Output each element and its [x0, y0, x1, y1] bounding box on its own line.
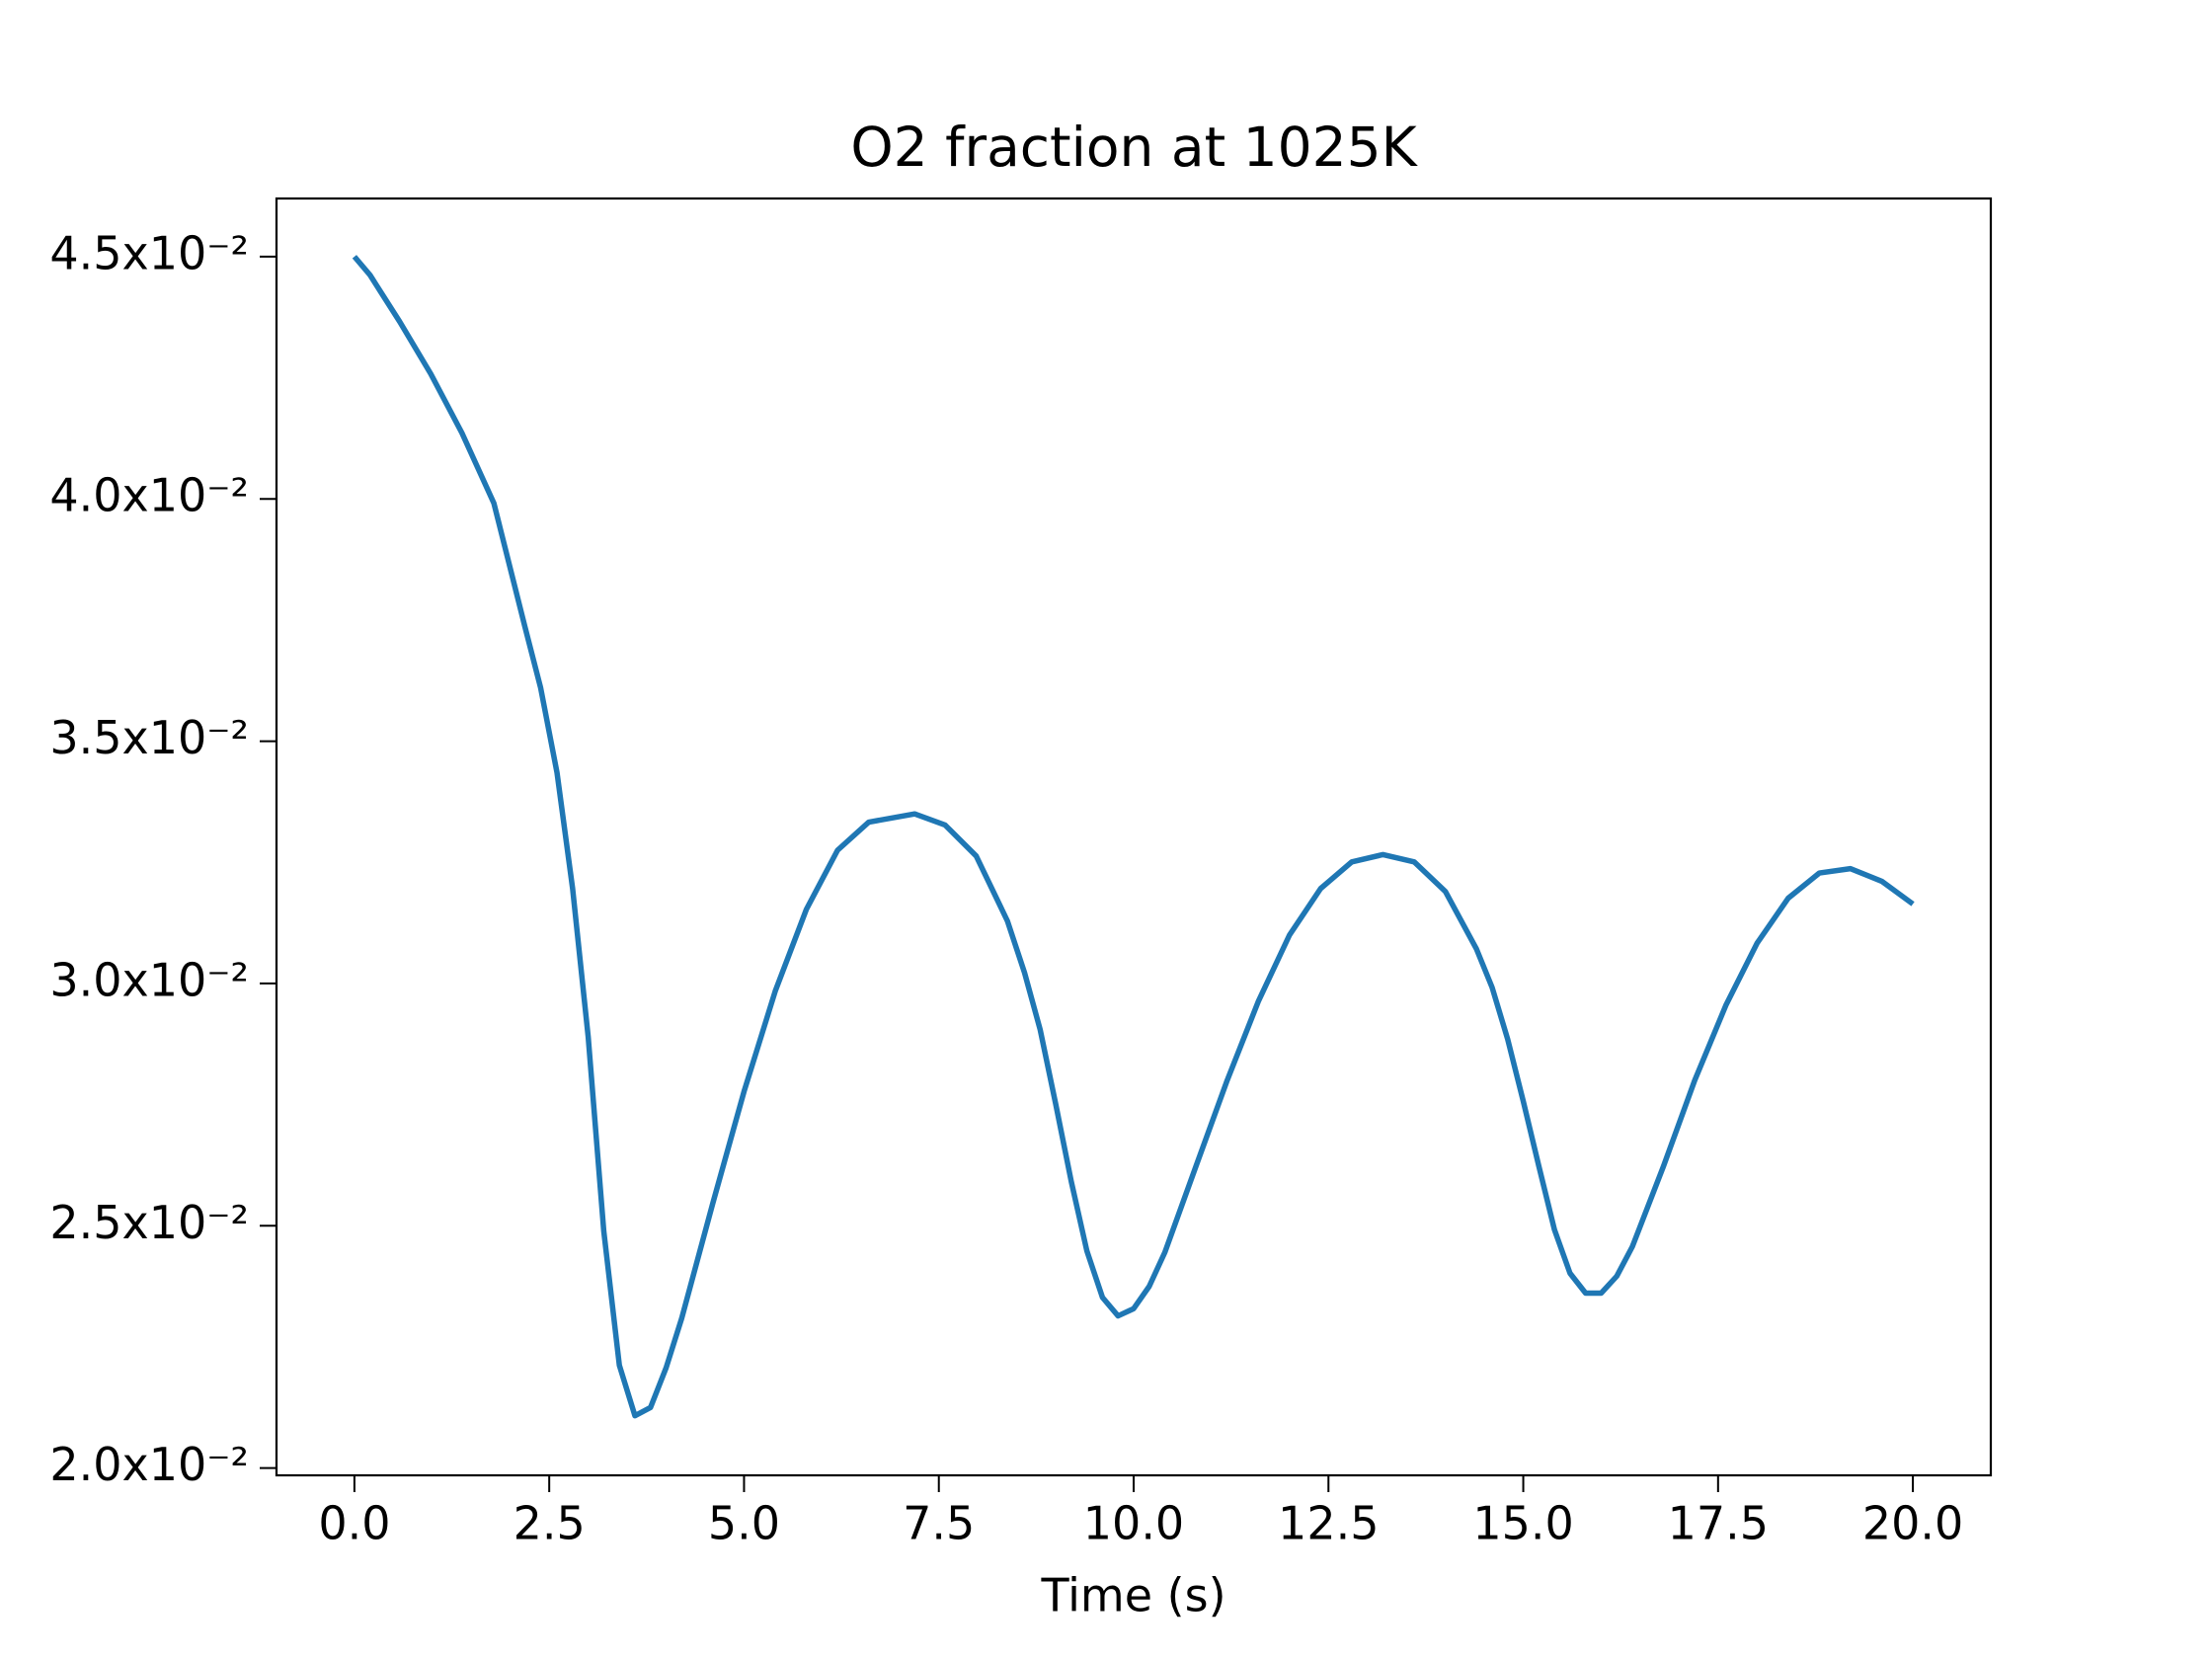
- x-tick-label: 17.5: [1668, 1497, 1769, 1550]
- x-tick-label: 15.0: [1472, 1497, 1573, 1550]
- y-tick-label: 2.0x10⁻²: [49, 1438, 249, 1491]
- y-tick-label: 3.5x10⁻²: [49, 711, 249, 764]
- plot-frame: [275, 197, 1993, 1477]
- x-tick-label: 5.0: [708, 1497, 780, 1550]
- x-tick-label: 10.0: [1083, 1497, 1184, 1550]
- x-tick-label: 7.5: [903, 1497, 975, 1550]
- y-tick-label: 4.0x10⁻²: [49, 469, 249, 522]
- x-tick-label: 0.0: [318, 1497, 390, 1550]
- y-tick-label: 4.5x10⁻²: [49, 226, 249, 279]
- x-axis-label: Time (s): [1040, 1569, 1225, 1622]
- y-tick-label: 2.5x10⁻²: [49, 1196, 249, 1249]
- x-tick-label: 12.5: [1278, 1497, 1379, 1550]
- chart-title: O2 fraction at 1025K: [850, 116, 1418, 179]
- y-tick-label: 3.0x10⁻²: [49, 953, 249, 1006]
- x-tick-label: 2.5: [514, 1497, 586, 1550]
- x-tick-label: 20.0: [1862, 1497, 1963, 1550]
- data-line: [352, 255, 1915, 1419]
